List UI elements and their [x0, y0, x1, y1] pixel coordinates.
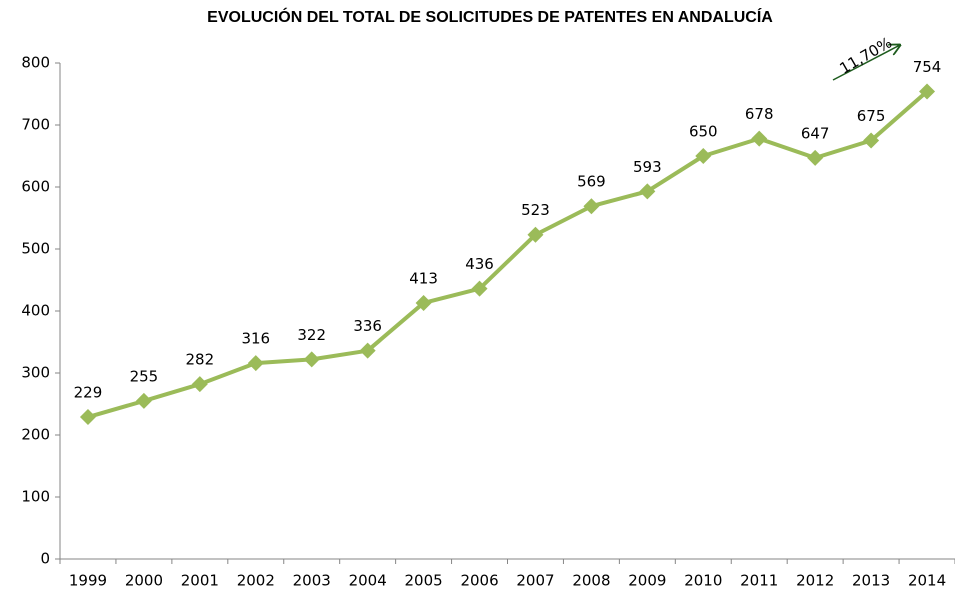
x-tick-label: 2013 — [852, 572, 890, 590]
marker — [415, 294, 432, 311]
marker — [247, 355, 264, 372]
data-label: 675 — [857, 107, 886, 125]
x-tick-label: 1999 — [69, 572, 107, 590]
data-label: 336 — [353, 317, 382, 335]
x-tick-label: 2009 — [628, 572, 666, 590]
arrow — [832, 45, 900, 81]
x-tick-label: 2007 — [516, 572, 554, 590]
marker — [695, 148, 712, 164]
marker — [919, 83, 936, 100]
x-tick-label: 2002 — [237, 572, 275, 590]
y-tick-label: 400 — [21, 302, 50, 320]
marker — [583, 198, 600, 215]
x-tick-label: 2014 — [908, 572, 946, 590]
data-label: 322 — [297, 326, 326, 344]
x-tick-label: 2005 — [405, 572, 443, 590]
x-tick-label: 2004 — [349, 572, 387, 590]
y-tick-label: 500 — [21, 240, 50, 258]
y-tick-label: 100 — [21, 488, 50, 506]
data-label: 413 — [409, 269, 438, 287]
marker — [751, 130, 768, 147]
marker — [135, 392, 152, 409]
x-tick-label: 2001 — [181, 572, 219, 590]
marker — [471, 280, 488, 297]
marker — [79, 409, 96, 426]
marker — [639, 183, 656, 200]
annotation: 11,70% — [836, 33, 895, 77]
data-label: 650 — [689, 123, 718, 141]
marker — [527, 226, 544, 243]
x-tick-label: 2008 — [572, 572, 610, 590]
y-tick-label: 0 — [40, 550, 50, 568]
marker — [359, 342, 376, 359]
data-label: 282 — [186, 351, 215, 369]
data-label: 593 — [633, 158, 662, 176]
chart-title: EVOLUCIÓN DEL TOTAL DE SOLICITUDES DE PA… — [207, 7, 773, 26]
marker — [807, 149, 824, 166]
marker — [863, 132, 880, 149]
x-tick-label: 2000 — [125, 572, 163, 590]
y-tick-label: 800 — [21, 54, 50, 72]
data-label: 569 — [577, 173, 606, 191]
marker — [191, 376, 208, 393]
y-tick-label: 700 — [21, 116, 50, 134]
data-label: 255 — [130, 367, 159, 385]
data-label: 678 — [745, 105, 774, 123]
data-label: 229 — [74, 384, 103, 402]
x-tick-label: 2012 — [796, 572, 834, 590]
data-label: 647 — [801, 124, 830, 142]
x-tick-label: 2003 — [293, 572, 331, 590]
x-tick-label: 2006 — [460, 572, 498, 590]
data-label: 316 — [241, 330, 270, 348]
x-tick-label: 2010 — [684, 572, 722, 590]
data-label: 436 — [465, 255, 494, 273]
y-tick-label: 600 — [21, 178, 50, 196]
y-tick-label: 200 — [21, 426, 50, 444]
x-tick-label: 2011 — [740, 572, 778, 590]
y-tick-label: 300 — [21, 364, 50, 382]
data-label: 754 — [913, 58, 942, 76]
marker — [303, 351, 320, 368]
data-label: 523 — [521, 201, 550, 219]
line — [87, 90, 929, 419]
